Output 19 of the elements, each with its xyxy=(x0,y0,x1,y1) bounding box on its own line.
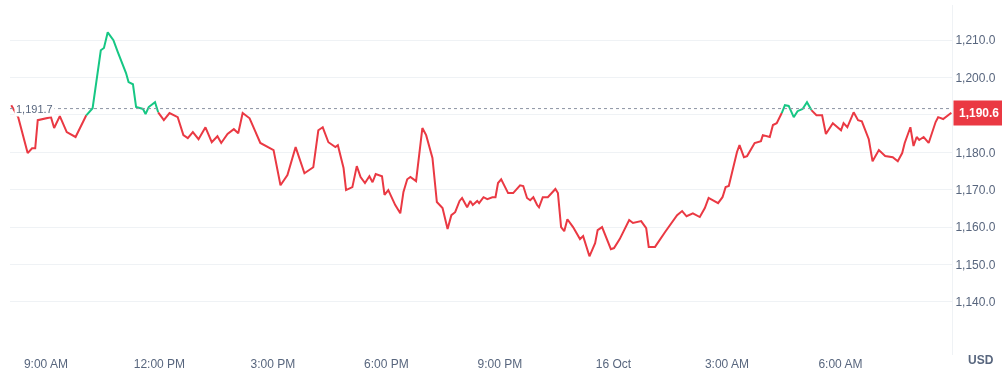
ref-line-label: 1,191.7 xyxy=(16,103,53,115)
annotation: 1,190.6 xyxy=(959,106,1000,120)
x-tick-label: 3:00 PM xyxy=(250,357,296,371)
x-tick-label: 6:00 AM xyxy=(818,357,863,371)
x-tick-label: 12:00 PM xyxy=(133,357,186,371)
x-tick-label: 9:00 PM xyxy=(477,357,523,371)
x-tick-label: 9:00 AM xyxy=(23,357,68,371)
y-tick-label: 1,150.0 xyxy=(955,257,996,272)
y-tick-label: 1,180.0 xyxy=(955,145,996,160)
x-tick-label: 16 Oct xyxy=(595,357,632,371)
x-tick-label: 6:00 PM xyxy=(364,357,409,371)
y-tick-label: 1,140.0 xyxy=(955,295,996,310)
y-axis-title: USD xyxy=(968,353,994,367)
x-tick-label: 3:00 AM xyxy=(704,357,749,371)
y-tick-label: 1,210.0 xyxy=(955,33,996,48)
line-series xyxy=(780,101,813,119)
y-tick-label: 1,160.0 xyxy=(955,220,996,235)
y-tick-label: 1,170.0 xyxy=(955,182,996,197)
y-tick-label: 1,200.0 xyxy=(955,70,996,85)
